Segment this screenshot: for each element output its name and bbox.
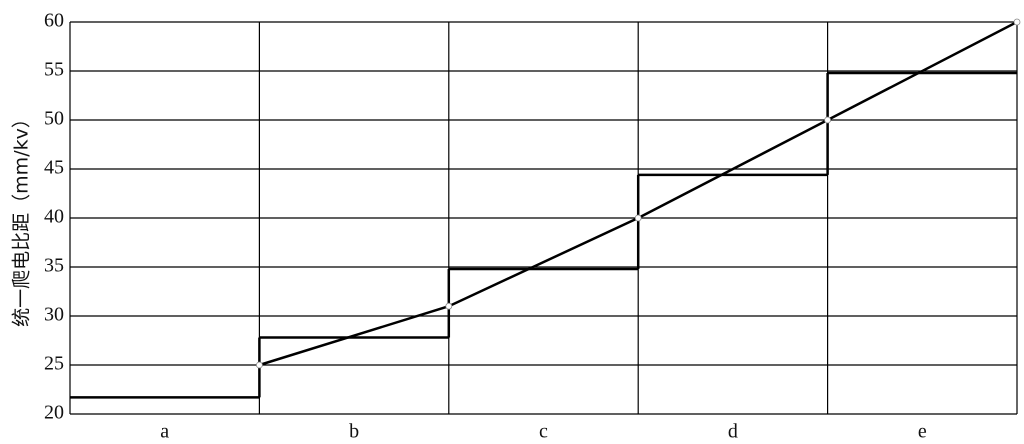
- x-tick-label: d: [728, 421, 738, 443]
- y-tick-label: 35: [44, 255, 64, 277]
- y-tick-label: 45: [44, 157, 64, 179]
- y-tick-label: 30: [44, 304, 64, 326]
- x-tick-label: b: [349, 421, 359, 443]
- y-tick-label: 55: [44, 59, 64, 81]
- y-tick-label: 40: [44, 206, 64, 228]
- y-axis-label: 统一爬电比距（mm/kv）: [11, 109, 33, 327]
- x-tick-label: c: [539, 421, 548, 443]
- y-tick-label: 60: [44, 10, 64, 32]
- line-marker: [1013, 18, 1021, 26]
- x-tick-label: a: [160, 421, 169, 443]
- y-tick-label: 20: [44, 402, 64, 424]
- line-marker: [824, 116, 831, 124]
- line-marker: [255, 361, 263, 369]
- y-tick-label: 25: [44, 353, 64, 375]
- x-tick-label: e: [918, 421, 927, 443]
- y-tick-label: 50: [44, 108, 64, 130]
- line-marker: [634, 214, 642, 222]
- line-marker: [445, 302, 453, 310]
